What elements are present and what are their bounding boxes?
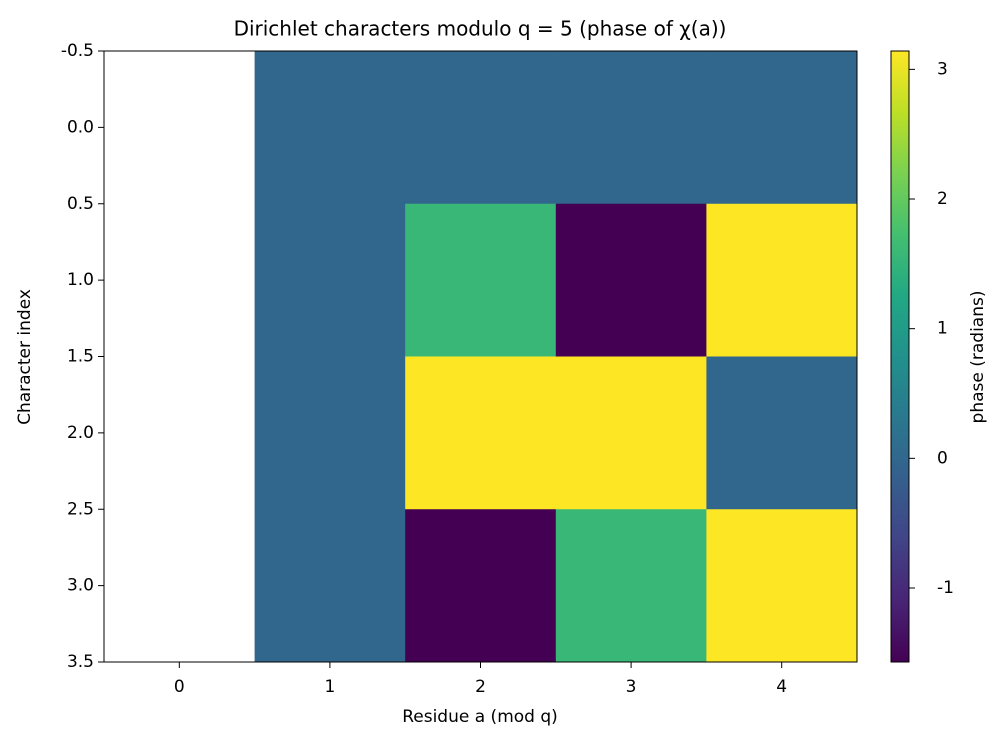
colorbar-tick-label: 1 [937,319,948,339]
x-tick-label: 0 [174,677,185,697]
x-tick-label: 4 [776,677,787,697]
y-axis-label: Character index [15,289,35,425]
heatmap-cell [706,356,858,510]
colorbar-tick-label: 3 [937,59,948,79]
x-tick-label: 2 [475,677,486,697]
heatmap-cell [254,203,406,357]
y-tick-label: 2.0 [67,423,94,443]
heatmap-cell [405,203,557,357]
x-axis-label: Residue a (mod q) [402,707,558,727]
colorbar-label: phase (radians) [968,291,988,424]
y-tick-label: 0.5 [67,194,94,214]
y-tick-label: 2.5 [67,499,94,519]
y-tick-label: 1.0 [67,270,94,290]
y-tick-label: -0.5 [61,41,94,61]
heatmap-cell [254,51,406,205]
heatmap-cell [254,356,406,510]
heatmap-cell [706,203,858,357]
heatmap-cell [555,356,707,510]
colorbar [891,51,909,662]
chart-title: Dirichlet characters modulo q = 5 (phase… [234,17,727,41]
heatmap-cell [555,203,707,357]
x-tick-label: 1 [324,677,335,697]
heatmap-cell [405,509,557,663]
heatmap-cell [555,509,707,663]
colorbar-frame [890,50,910,663]
heatmap-cell [405,51,557,205]
colorbar-tick-label: -1 [937,578,954,598]
heatmap-cell [405,356,557,510]
colorbar-tick-label: 0 [937,448,948,468]
heatmap-cell [254,509,406,663]
y-tick-label: 0.0 [67,117,94,137]
colorbar-tick-label: 2 [937,189,948,209]
heatmap-cell [706,51,858,205]
y-tick-label: 3.0 [67,576,94,596]
x-tick-label: 3 [626,677,637,697]
heatmap-cell [555,51,707,205]
y-tick-label: 3.5 [67,652,94,672]
heatmap-cell [706,509,858,663]
y-tick-label: 1.5 [67,347,94,367]
